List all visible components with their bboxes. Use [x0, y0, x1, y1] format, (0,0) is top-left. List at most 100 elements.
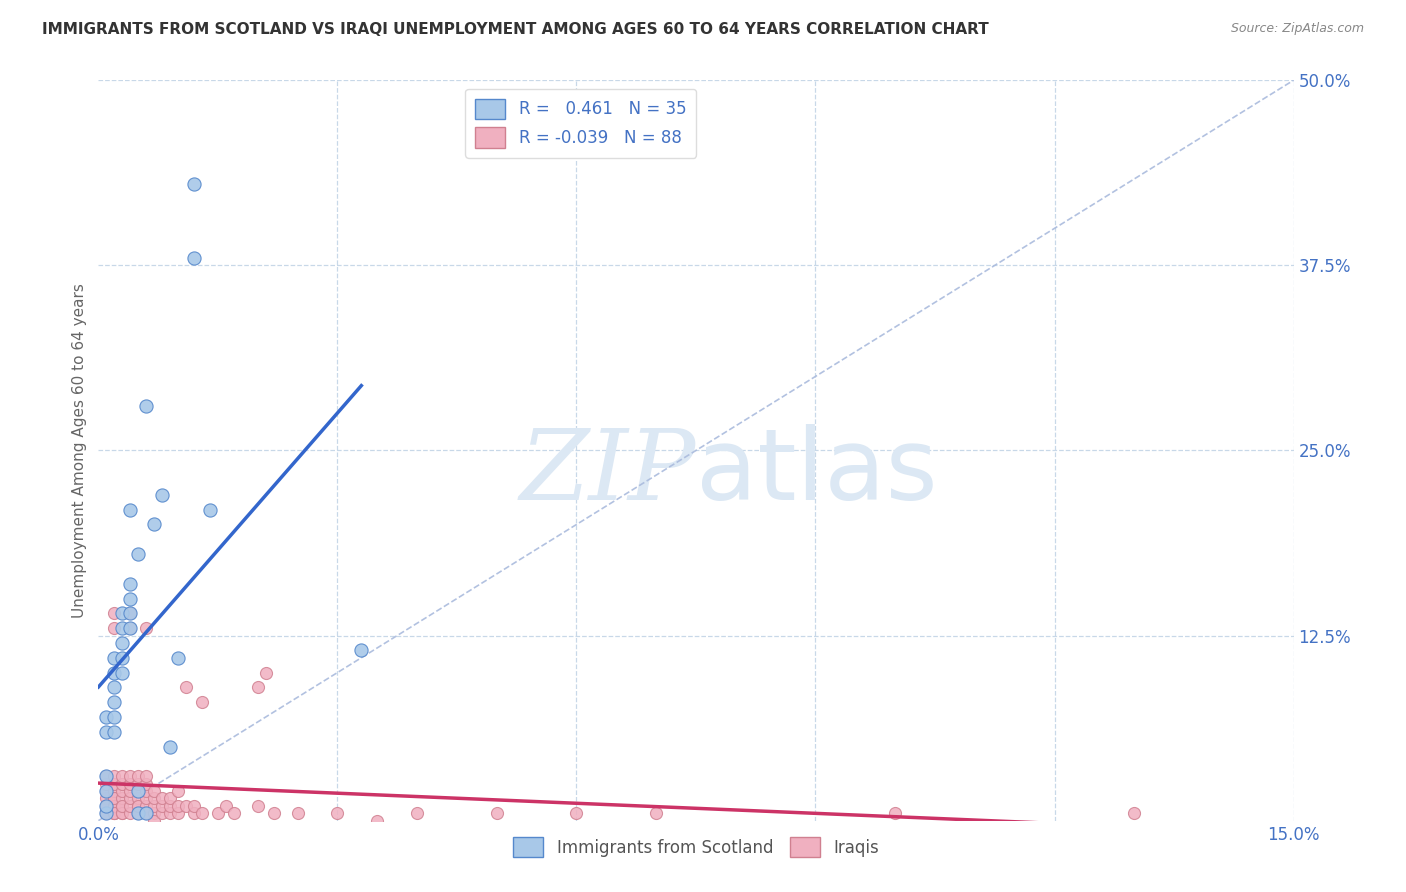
Point	[159, 806, 181, 821]
Point	[143, 806, 166, 821]
Point	[103, 710, 125, 724]
Point	[103, 798, 125, 813]
Point	[120, 502, 142, 516]
Point	[111, 607, 134, 621]
Point	[174, 681, 197, 695]
Point	[183, 251, 205, 265]
Point	[143, 791, 166, 805]
Point	[183, 798, 205, 813]
Point	[120, 621, 142, 635]
Point	[96, 769, 118, 783]
Point	[120, 607, 142, 621]
Point	[263, 806, 285, 821]
Point	[207, 806, 229, 821]
Point	[127, 798, 149, 813]
Text: ZIP: ZIP	[520, 425, 696, 520]
Point	[183, 177, 205, 191]
Text: IMMIGRANTS FROM SCOTLAND VS IRAQI UNEMPLOYMENT AMONG AGES 60 TO 64 YEARS CORRELA: IMMIGRANTS FROM SCOTLAND VS IRAQI UNEMPL…	[42, 22, 988, 37]
Point	[159, 739, 181, 754]
Point	[103, 798, 125, 813]
Point	[111, 798, 134, 813]
Point	[565, 806, 588, 821]
Point	[406, 806, 429, 821]
Text: atlas: atlas	[696, 425, 938, 521]
Point	[127, 806, 149, 821]
Point	[246, 798, 269, 813]
Point	[96, 806, 118, 821]
Point	[103, 695, 125, 709]
Point	[127, 769, 149, 783]
Point	[103, 806, 125, 821]
Point	[167, 784, 190, 798]
Point	[135, 621, 157, 635]
Point	[96, 769, 118, 783]
Point	[96, 798, 118, 813]
Point	[167, 650, 190, 665]
Point	[167, 806, 190, 821]
Point	[111, 650, 134, 665]
Point	[135, 769, 157, 783]
Legend: Immigrants from Scotland, Iraqis: Immigrants from Scotland, Iraqis	[506, 830, 886, 864]
Point	[111, 769, 134, 783]
Point	[135, 784, 157, 798]
Point	[366, 814, 388, 828]
Point	[143, 814, 166, 828]
Point	[96, 784, 118, 798]
Point	[191, 695, 214, 709]
Point	[127, 791, 149, 805]
Point	[135, 806, 157, 821]
Point	[183, 806, 205, 821]
Point	[111, 776, 134, 791]
Point	[120, 769, 142, 783]
Point	[111, 784, 134, 798]
Point	[96, 724, 118, 739]
Point	[103, 784, 125, 798]
Point	[103, 806, 125, 821]
Point	[120, 607, 142, 621]
Point	[103, 650, 125, 665]
Point	[111, 665, 134, 680]
Point	[103, 769, 125, 783]
Point	[103, 806, 125, 821]
Point	[191, 806, 214, 821]
Point	[143, 517, 166, 532]
Point	[143, 784, 166, 798]
Point	[143, 798, 166, 813]
Point	[120, 784, 142, 798]
Point	[111, 636, 134, 650]
Point	[135, 806, 157, 821]
Point	[127, 806, 149, 821]
Point	[135, 776, 157, 791]
Point	[103, 776, 125, 791]
Point	[150, 806, 173, 821]
Point	[120, 798, 142, 813]
Point	[127, 776, 149, 791]
Point	[103, 621, 125, 635]
Point	[127, 806, 149, 821]
Point	[96, 806, 118, 821]
Point	[1123, 806, 1146, 821]
Point	[96, 710, 118, 724]
Point	[645, 806, 668, 821]
Point	[111, 798, 134, 813]
Point	[120, 806, 142, 821]
Point	[135, 399, 157, 413]
Point	[150, 488, 173, 502]
Point	[96, 798, 118, 813]
Point	[159, 791, 181, 805]
Point	[167, 798, 190, 813]
Point	[287, 806, 309, 821]
Point	[135, 798, 157, 813]
Point	[120, 776, 142, 791]
Point	[222, 806, 245, 821]
Point	[127, 784, 149, 798]
Point	[884, 806, 907, 821]
Point	[120, 591, 142, 606]
Point	[120, 621, 142, 635]
Point	[150, 791, 173, 805]
Point	[120, 791, 142, 805]
Point	[127, 784, 149, 798]
Point	[198, 502, 221, 516]
Point	[103, 791, 125, 805]
Point	[326, 806, 349, 821]
